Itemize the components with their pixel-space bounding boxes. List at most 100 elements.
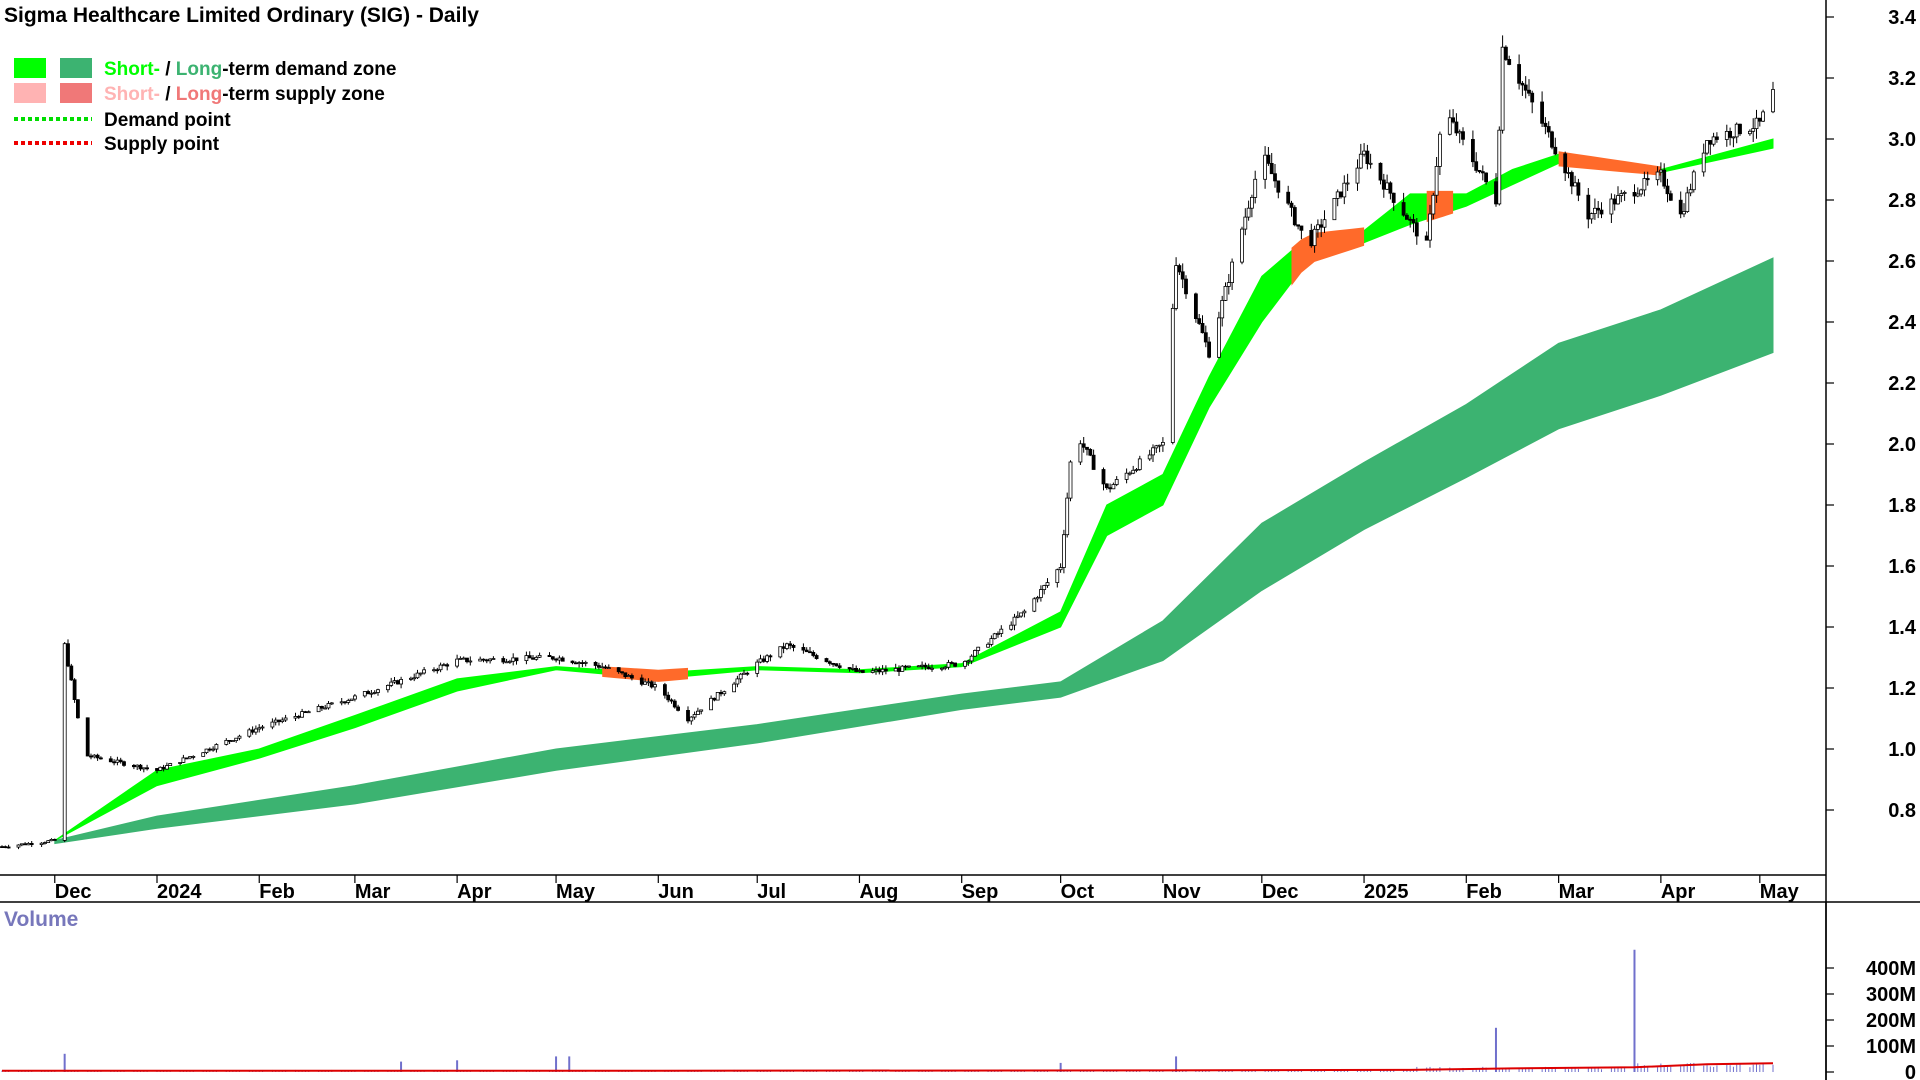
- candle-body: [1111, 484, 1116, 490]
- candle-body: [1022, 610, 1027, 614]
- candle-body: [273, 719, 278, 723]
- candle-body: [1250, 196, 1254, 209]
- candle-body: [227, 740, 232, 742]
- candle-body: [649, 681, 654, 688]
- candle-body: [1286, 191, 1291, 204]
- candle-body: [247, 729, 252, 737]
- candle-body: [1438, 133, 1442, 167]
- y-tick-label: 1.0: [1888, 739, 1916, 761]
- candle-body: [600, 666, 605, 669]
- candle-body: [29, 843, 34, 846]
- candle-body: [1154, 445, 1159, 449]
- candle-body: [880, 668, 885, 673]
- candle-body: [1289, 202, 1294, 208]
- candle-body: [916, 665, 921, 668]
- candle-body: [1230, 261, 1234, 284]
- candle-body: [1276, 180, 1281, 193]
- candle-body: [39, 842, 44, 846]
- candle-body: [1035, 597, 1040, 600]
- candle-body: [1645, 178, 1650, 181]
- candle-body: [715, 692, 720, 701]
- long-term-zone: [54, 257, 1774, 845]
- candle-body: [1527, 89, 1531, 94]
- candle-body: [926, 666, 931, 670]
- candle-body: [1447, 117, 1452, 135]
- volume-tick-label: 0: [1905, 1062, 1916, 1080]
- candle-body: [1543, 122, 1548, 127]
- candle-body: [953, 662, 957, 667]
- candle-body: [412, 677, 417, 680]
- candle-body: [643, 681, 647, 685]
- candle-body: [692, 714, 697, 718]
- candle-body: [653, 684, 657, 688]
- candle-body: [1058, 567, 1063, 571]
- legend-short-supply-swatch: [14, 83, 46, 103]
- candle-body: [930, 667, 934, 670]
- candle-body: [686, 710, 690, 722]
- candle-body: [1157, 444, 1162, 447]
- candle-body: [1424, 235, 1429, 241]
- volume-tick-label: 200M: [1866, 1010, 1916, 1032]
- candle-body: [1401, 202, 1406, 216]
- candle-body: [224, 740, 229, 745]
- short-term-supply-segment-0: [602, 666, 688, 682]
- volume-tick-label: 100M: [1866, 1036, 1916, 1058]
- candle-body: [507, 660, 512, 663]
- volume-title: Volume: [4, 908, 78, 931]
- candle-body: [570, 660, 575, 664]
- candle-body: [1019, 612, 1023, 617]
- candle-body: [1342, 182, 1347, 198]
- candle-body: [672, 700, 677, 708]
- candle-body: [191, 756, 196, 758]
- candle-body: [95, 754, 100, 759]
- candle-body: [72, 679, 77, 700]
- candle-body: [976, 646, 981, 651]
- x-tick-label: Feb: [1466, 881, 1502, 903]
- candle-body: [1408, 218, 1413, 221]
- candle-body: [323, 707, 328, 710]
- candle-body: [1335, 191, 1340, 199]
- candle-body: [1550, 131, 1554, 148]
- candle-body: [1319, 224, 1324, 228]
- y-tick-label: 3.4: [1888, 7, 1917, 29]
- candle-body: [468, 660, 473, 663]
- candle-body: [438, 664, 443, 671]
- candle-body: [903, 665, 908, 668]
- candle-body: [1246, 207, 1251, 218]
- candle-body: [488, 658, 493, 662]
- candle-body: [1662, 169, 1667, 187]
- candle-body: [418, 672, 423, 675]
- candle-body: [534, 657, 539, 660]
- candle-body: [1517, 64, 1521, 84]
- candle-body: [85, 717, 90, 757]
- candle-body: [1134, 469, 1139, 471]
- candle-body: [1414, 222, 1419, 237]
- candle-body: [550, 656, 555, 660]
- candle-body: [1015, 615, 1020, 618]
- candle-body: [1731, 136, 1736, 139]
- candle-body: [1365, 150, 1370, 165]
- candle-body: [211, 748, 216, 751]
- candle-body: [164, 765, 169, 770]
- candle-body: [1124, 472, 1129, 480]
- legend-supply-suffix: -term supply zone: [222, 84, 385, 105]
- x-tick-label: May: [1760, 881, 1800, 903]
- candle-body: [1616, 195, 1620, 205]
- candle-body: [1507, 59, 1512, 65]
- candle-body: [620, 671, 624, 674]
- candle-body: [1711, 136, 1716, 145]
- candle-body: [1381, 179, 1386, 190]
- candle-body: [712, 697, 717, 701]
- candle-body: [1480, 171, 1485, 174]
- candle-body: [923, 664, 928, 668]
- candle-body: [478, 658, 483, 662]
- candle-body: [1612, 198, 1617, 205]
- candle-body: [689, 716, 694, 722]
- candle-body: [1332, 197, 1337, 221]
- candle-body: [1322, 219, 1327, 228]
- candle-body: [857, 670, 862, 672]
- candle-body: [1253, 178, 1258, 198]
- candle-body: [52, 839, 57, 841]
- candle-body: [395, 680, 400, 685]
- candle-body: [1434, 165, 1439, 196]
